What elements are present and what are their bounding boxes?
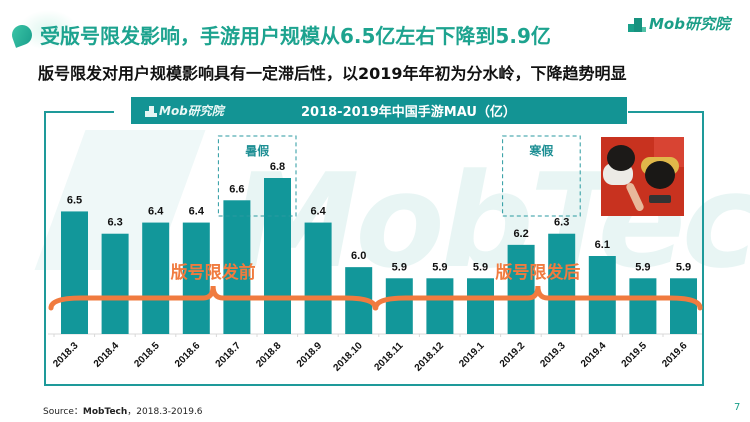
x-tick-label: 2019.3 (538, 340, 568, 370)
source-range: ，2018.3-2019.6 (127, 407, 203, 417)
x-tick-label: 2018.3 (51, 340, 81, 370)
x-tick-label: 2018.10 (331, 340, 365, 374)
x-tick-label: 2018.12 (413, 340, 447, 374)
x-tick-label: 2018.4 (92, 340, 122, 370)
data-label: 6.2 (513, 228, 528, 240)
chart-frame (44, 111, 704, 386)
phone-icon (649, 195, 671, 203)
bar-2018.8 (264, 178, 291, 334)
x-tick-label: 2018.6 (173, 340, 203, 370)
data-label: 6.3 (554, 217, 569, 229)
data-label: 6.5 (67, 194, 82, 206)
bar-2018.5 (142, 222, 170, 334)
data-label: 5.9 (432, 261, 447, 273)
x-tick-label: 2019.6 (660, 340, 690, 370)
bar-2018.3 (61, 211, 88, 334)
data-label: 6.3 (107, 217, 122, 229)
period-label: 版号限发前 (171, 262, 256, 283)
x-tick-label: 2018.7 (214, 340, 244, 370)
chart-header-logo-text: Mob研究院 (159, 104, 224, 118)
building-logo-icon (145, 105, 157, 117)
x-tick-label: 2018.9 (295, 340, 325, 370)
chart-frame-top-right (628, 111, 704, 113)
bars-layer: 6.5 2018.3 6.3 2018.4 6.4 2018.5 6.4 2018.6 6.6 2… (48, 161, 702, 374)
page-subtitle: 版号限发对用户规模影响具有一定滞后性，以2019年年初为分水岭，下降趋势明显 (38, 64, 627, 83)
page-title: 受版号限发影响，手游用户规模从6.5亿左右下降到5.9亿 (40, 24, 551, 48)
bar-2018.12 (426, 278, 454, 334)
brand-logo-text: Mob研究院 (649, 15, 730, 33)
period-brace (373, 285, 703, 311)
chart-frame-top-left (44, 111, 114, 113)
chart-header-logo: Mob研究院 (145, 102, 224, 119)
data-label: 6.4 (148, 206, 164, 218)
bar-2019.1 (467, 278, 494, 334)
data-label: 6.4 (310, 206, 326, 218)
brand-logo: Mob研究院 (628, 13, 730, 34)
bar-2018.9 (304, 222, 332, 334)
data-label: 6.1 (595, 239, 610, 251)
data-label: 6.4 (189, 206, 205, 218)
bar-2018.4 (101, 233, 129, 334)
data-label: 6.6 (229, 183, 244, 195)
building-logo-icon (628, 16, 646, 32)
x-tick-label: 2018.5 (132, 340, 162, 370)
source-brand: MobTech (82, 407, 128, 417)
data-label: 5.9 (635, 261, 650, 273)
bar-2018.7 (223, 200, 251, 334)
source-note: Source：MobTech，2018.3-2019.6 (43, 404, 203, 417)
source-prefix: Source： (43, 407, 83, 417)
x-tick-label: 2018.8 (254, 340, 284, 370)
bar-2018.11 (385, 278, 413, 334)
x-tick-label: 2019.1 (457, 340, 487, 370)
x-tick-label: 2018.11 (372, 340, 405, 373)
data-label: 6.0 (351, 250, 366, 262)
holiday-label: 寒假 (528, 143, 554, 158)
holiday-box (217, 135, 297, 217)
data-label: 5.9 (473, 261, 488, 273)
period-label: 版号限发后 (495, 262, 580, 283)
bar-2019.2 (507, 244, 535, 334)
data-label: 5.9 (676, 261, 691, 273)
children-gaming-photo (601, 137, 684, 216)
page-number: 7 (734, 402, 741, 413)
bar-2019.5 (629, 278, 657, 334)
bar-2019.3 (548, 233, 576, 334)
period-brace (48, 285, 378, 311)
bar-2019.6 (670, 278, 697, 334)
data-label: 5.9 (392, 261, 407, 273)
x-tick-label: 2019.4 (579, 340, 609, 370)
holiday-label: 暑假 (245, 143, 270, 158)
bar-2018.6 (182, 222, 210, 334)
chart-title: 2018-2019年中国手游MAU（亿） (301, 105, 516, 120)
chart-header: Mob研究院 2018-2019年中国手游MAU（亿） (131, 97, 627, 124)
x-tick-label: 2019.2 (498, 340, 528, 370)
data-label: 6.8 (270, 161, 285, 173)
holiday-box (502, 135, 581, 217)
x-tick-label: 2019.5 (620, 340, 650, 370)
bar-2019.4 (588, 256, 616, 334)
